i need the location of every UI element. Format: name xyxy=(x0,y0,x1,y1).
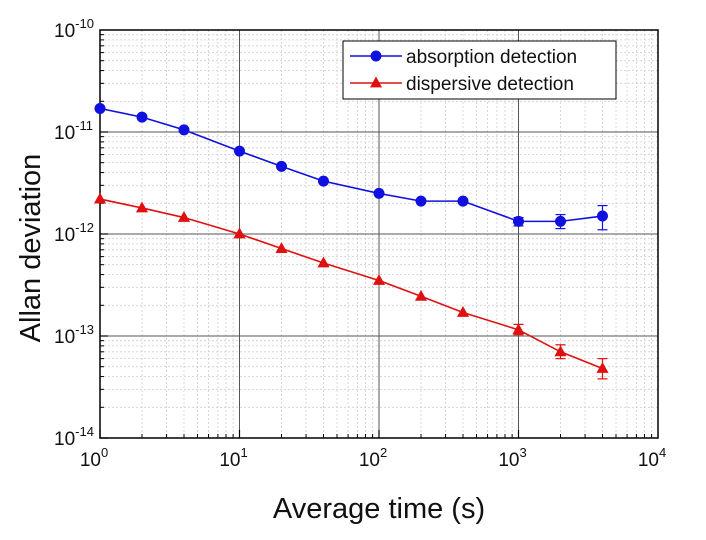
data-point xyxy=(317,175,329,187)
legend-label: absorption detection xyxy=(406,47,577,68)
x-tick-label: 102 xyxy=(359,445,387,471)
data-point xyxy=(178,124,190,136)
legend-items: absorption detection dispersive detection xyxy=(350,47,577,95)
y-axis-title: Allan deviation xyxy=(15,154,47,343)
x-tick-label: 100 xyxy=(80,445,108,471)
data-point xyxy=(596,210,608,222)
data-point xyxy=(414,289,428,301)
x-tick-label: 103 xyxy=(498,445,526,471)
series-dispersive xyxy=(93,192,609,380)
y-tick-label: 10-14 xyxy=(54,424,94,450)
data-point xyxy=(177,211,191,222)
y-tick-label: 10-13 xyxy=(54,322,94,348)
data-point xyxy=(512,323,525,335)
data-point xyxy=(93,192,107,204)
legend-box xyxy=(342,40,617,100)
data-point xyxy=(275,242,288,253)
y-tick-label: 10-10 xyxy=(54,16,94,42)
legend-marker xyxy=(369,76,383,88)
data-point xyxy=(94,102,106,114)
data-point xyxy=(457,195,469,207)
data-point xyxy=(317,256,330,268)
data-point xyxy=(554,345,567,357)
y-tick-label: 10-11 xyxy=(54,118,93,144)
data-point xyxy=(372,274,386,285)
x-tick-labels: 100 101 102 103 104 xyxy=(80,445,666,471)
data-point xyxy=(135,201,149,213)
y-tick-label: 10-12 xyxy=(54,220,94,246)
legend-item: absorption detection xyxy=(350,47,577,68)
x-axis-title: Average time (s) xyxy=(273,493,485,525)
y-tick-labels: 10-14 10-13 10-12 10-11 10-10 xyxy=(54,16,94,450)
data-point xyxy=(554,215,566,227)
data-point xyxy=(373,187,385,199)
data-point xyxy=(275,160,287,172)
x-tick-label: 104 xyxy=(638,445,666,471)
series-line xyxy=(99,198,603,370)
legend-label: dispersive detection xyxy=(406,74,574,95)
data-point xyxy=(415,195,427,207)
data-point xyxy=(136,111,148,123)
data-point xyxy=(234,145,245,157)
legend-item: dispersive detection xyxy=(350,74,574,95)
data-point xyxy=(596,362,609,373)
series-layer xyxy=(93,102,609,380)
data-point xyxy=(233,227,246,239)
series-absorption xyxy=(94,102,608,231)
legend-marker xyxy=(370,50,382,62)
data-point xyxy=(513,215,524,227)
legend: absorption detection dispersive detection xyxy=(342,40,617,100)
x-tick-label: 101 xyxy=(219,445,247,471)
data-point xyxy=(456,306,470,317)
series-line xyxy=(99,107,603,223)
